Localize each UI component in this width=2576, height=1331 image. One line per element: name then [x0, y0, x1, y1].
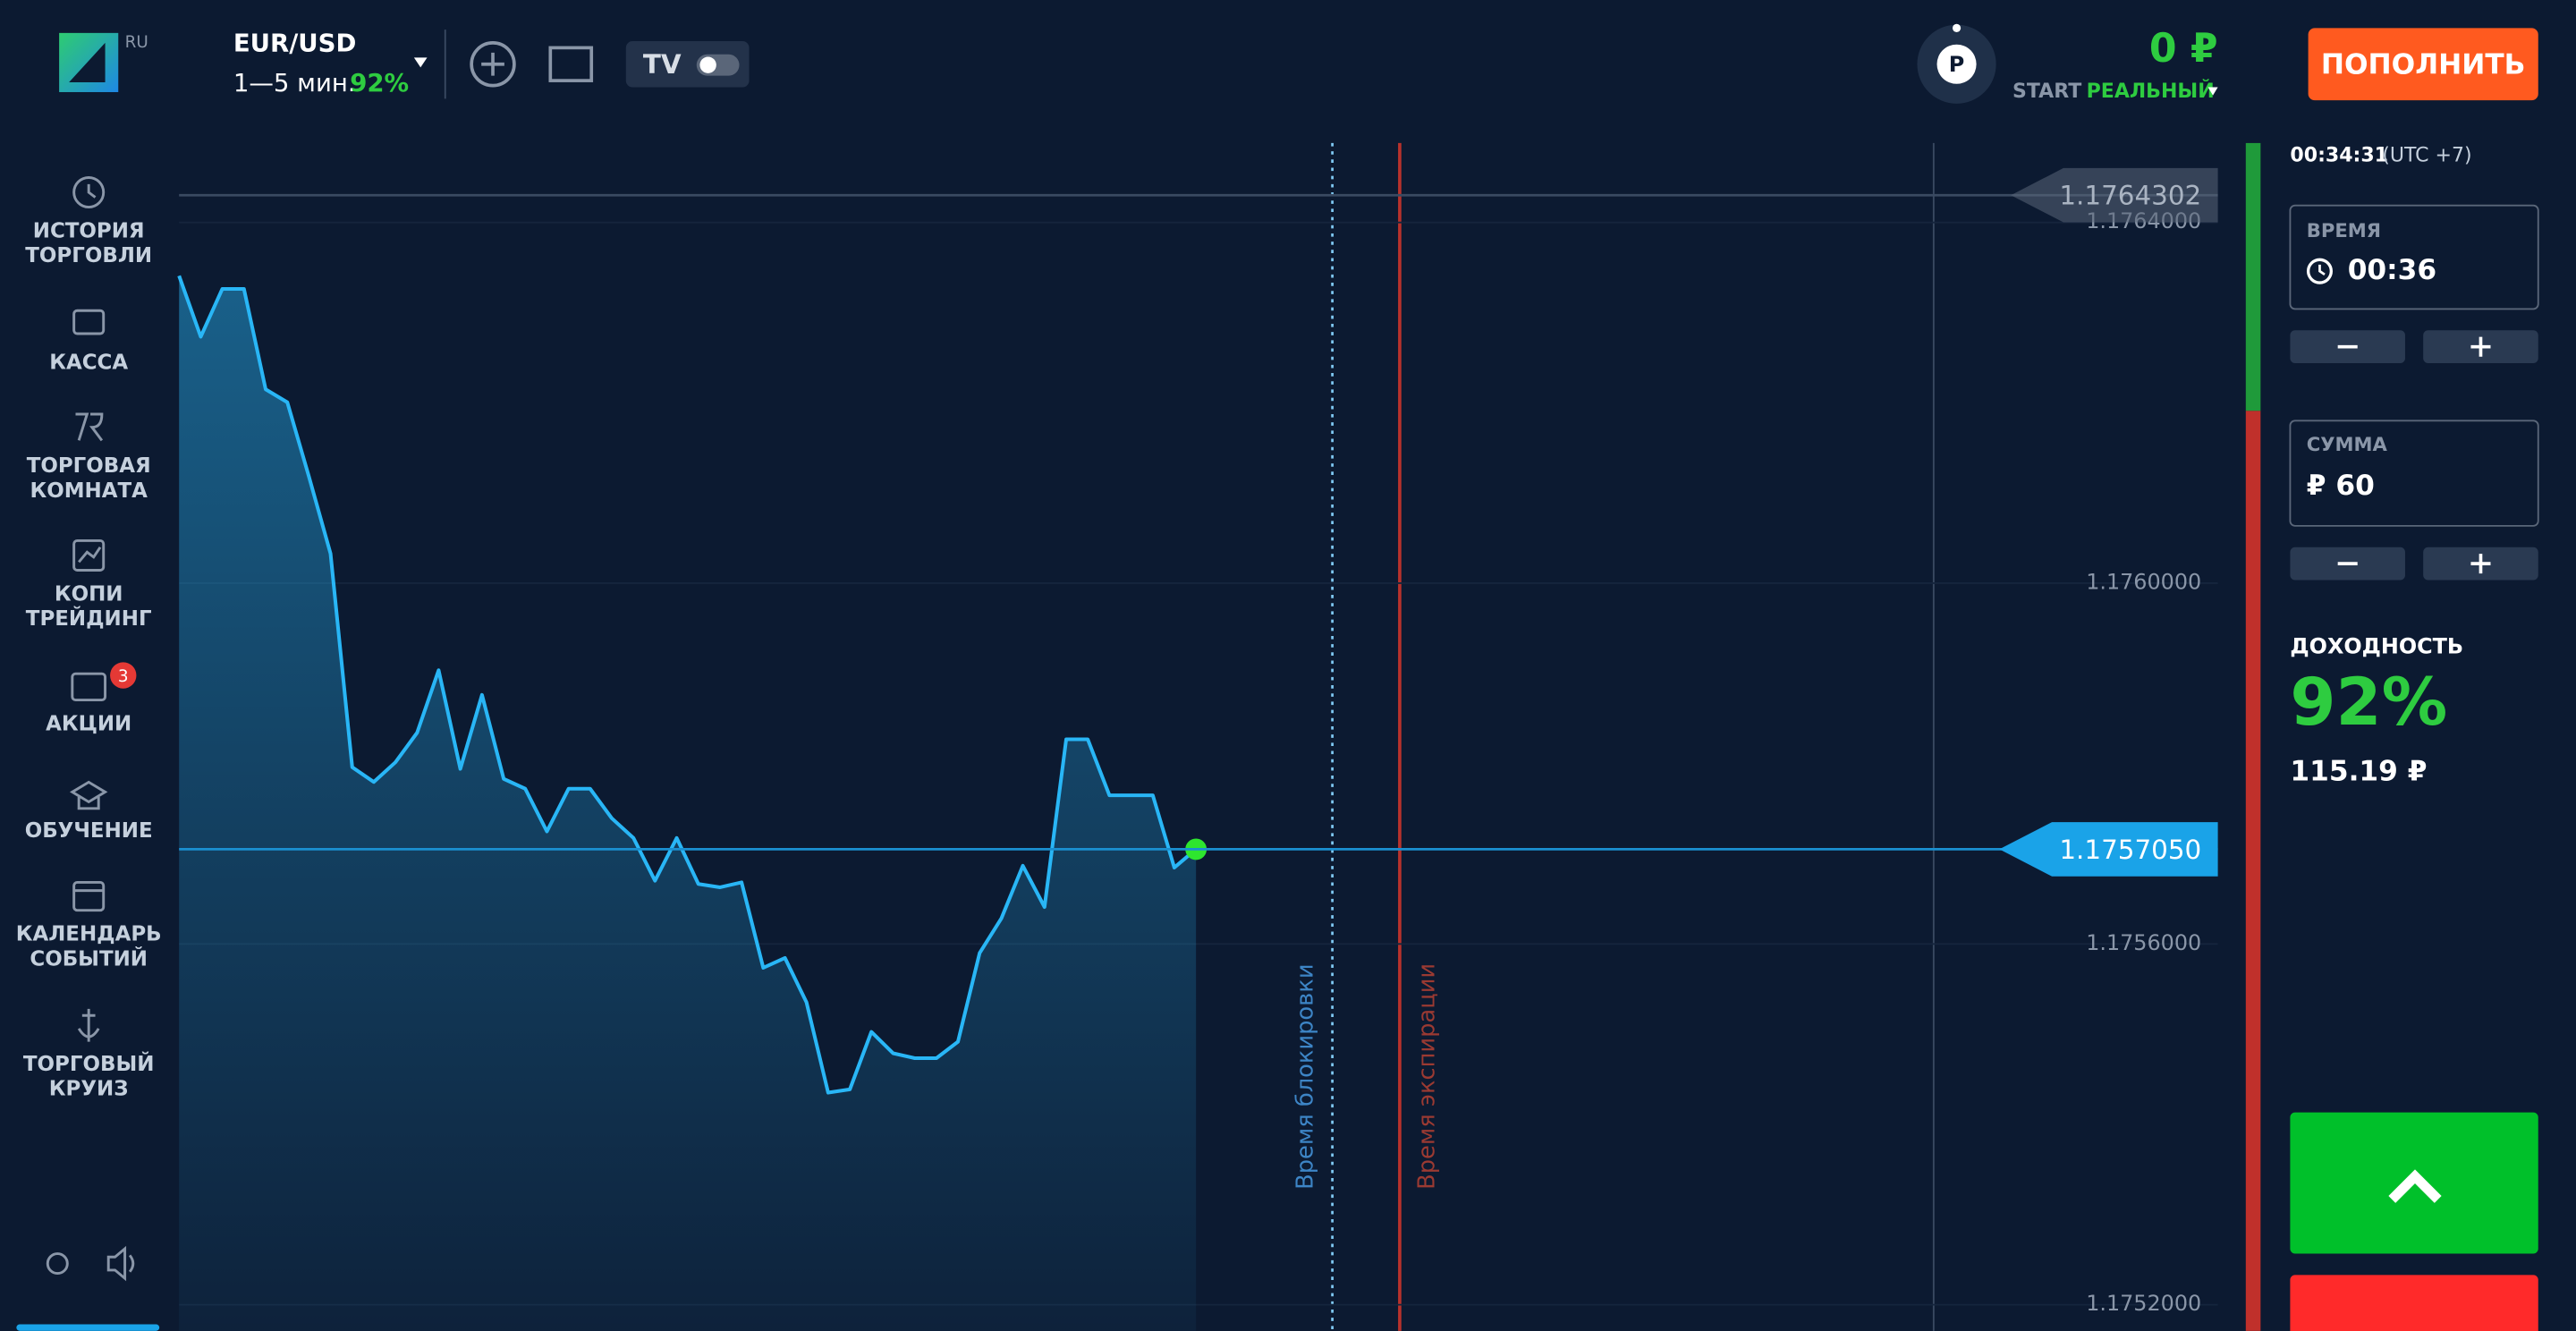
- y-tick-label: 1.1756000: [2086, 930, 2201, 955]
- stepper-symbols: [2337, 336, 2491, 574]
- price-line: [177, 275, 1198, 1095]
- sidebar-label[interactable]: ИСТОРИЯ: [33, 220, 145, 243]
- time-icon-hand: [2318, 264, 2326, 276]
- asset[interactable]: EUR/USD: [233, 30, 357, 58]
- amount-box[interactable]: [2289, 420, 2539, 527]
- sidebar-label[interactable]: СОБЫТИЙ: [30, 945, 148, 971]
- sidebar-label[interactable]: ТРЕЙДИНГ: [26, 606, 152, 631]
- avatar-letter: P: [1949, 52, 1965, 77]
- balance: 0 ₽: [2149, 26, 2218, 72]
- account-type: START: [2012, 81, 2081, 103]
- yield-value: 92%: [2290, 665, 2447, 741]
- price-tag-label: 1.1757050: [2059, 835, 2201, 865]
- time-box[interactable]: [2289, 204, 2539, 310]
- y-tick-label: 1.1752000: [2086, 1291, 2201, 1316]
- sidebar-active-bar: [16, 1324, 160, 1331]
- price-tag: [2011, 167, 2218, 223]
- time-label: ВРЕМЯ: [2307, 219, 2381, 242]
- avatar-dot: [1952, 23, 1962, 32]
- sidebar-label[interactable]: КОПИ: [55, 583, 123, 606]
- price-area: [179, 276, 1197, 1331]
- time-icon: [2306, 258, 2333, 284]
- put-button[interactable]: [2290, 1275, 2538, 1331]
- clock: 00:34:31: [2290, 145, 2388, 167]
- expiry-time-label: Время экспирации: [1414, 963, 1441, 1190]
- account-dropdown[interactable]: [2207, 87, 2218, 96]
- sentiment-up: [2245, 142, 2261, 411]
- tv-logo: TV: [643, 49, 682, 80]
- lock-time-label: Время блокировки: [1292, 963, 1319, 1189]
- logo-badge: RU: [125, 33, 148, 52]
- deposit-button[interactable]: [2308, 28, 2538, 101]
- sidebar-label[interactable]: ТОРГОВЫЙ: [23, 1051, 155, 1076]
- payout-amount: 115.19 ₽: [2290, 755, 2427, 787]
- period: 1—5 мин.: [233, 69, 356, 97]
- sidebar-label[interactable]: ОБУЧЕНИЕ: [25, 819, 153, 843]
- sidebar-label[interactable]: КОМНАТА: [30, 479, 148, 503]
- payout: 92%: [350, 69, 409, 97]
- badge-count: 3: [118, 667, 129, 686]
- call-arrow: [2388, 1169, 2442, 1203]
- sidebar-label[interactable]: КАЛЕНДАРЬ: [16, 923, 162, 946]
- time-value: 00:36: [2348, 254, 2436, 286]
- add-icon: [481, 52, 504, 76]
- layout-button[interactable]: [548, 46, 594, 82]
- price-tag: [1999, 822, 2218, 877]
- asset-dropdown[interactable]: [413, 57, 428, 68]
- sidebar-icons: [46, 176, 135, 1282]
- badge: [110, 662, 137, 689]
- yield-label: ДОХОДНОСТЬ: [2290, 633, 2463, 658]
- sidebar-label[interactable]: АКЦИИ: [46, 713, 131, 736]
- add-chart[interactable]: [470, 41, 516, 88]
- sidebar-label[interactable]: КАССА: [49, 352, 128, 375]
- amount-value: ₽ 60: [2307, 470, 2375, 502]
- account-mode[interactable]: РЕАЛЬНЫЙ: [2087, 80, 2215, 103]
- toggle-knob: [699, 56, 716, 73]
- sentiment-down: [2245, 411, 2261, 1331]
- y-tick-label: 1.1760000: [2086, 569, 2201, 594]
- sidebar-label[interactable]: ТОРГОВЛИ: [25, 244, 152, 267]
- price-tag-label: 1.1764302: [2059, 181, 2201, 211]
- sidebar-label[interactable]: ТОРГОВАЯ: [27, 454, 151, 478]
- deposit-label: ПОПОЛНИТЬ: [2321, 49, 2526, 81]
- avatar: [1936, 44, 1977, 84]
- sidebar-label[interactable]: КРУИЗ: [49, 1077, 129, 1100]
- amount-label: СУММА: [2307, 433, 2388, 455]
- timezone: (UTC +7): [2382, 145, 2471, 167]
